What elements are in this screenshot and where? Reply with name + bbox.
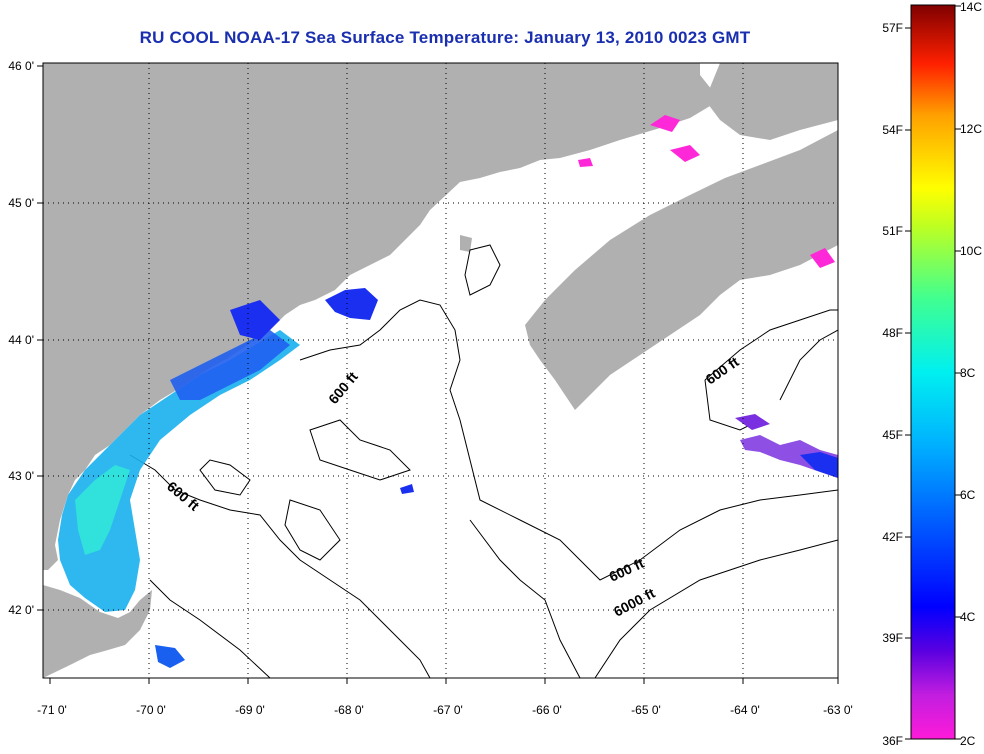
lon-label: -70 0' (136, 703, 166, 717)
lat-label: 44 0' (8, 333, 34, 347)
lon-label: -67 0' (433, 703, 463, 717)
lon-label: -63 0' (823, 703, 853, 717)
colorbar-f-label: 39F (882, 631, 903, 645)
colorbar-c-label: 8C (960, 366, 976, 380)
colorbar-f-label: 54F (882, 123, 903, 137)
lon-label: -65 0' (631, 703, 661, 717)
colorbar-c-label: 2C (960, 734, 976, 748)
map-title: RU COOL NOAA-17 Sea Surface Temperature:… (139, 28, 751, 47)
colorbar-f-label: 51F (882, 224, 903, 238)
bathymetry-contours (129, 244, 838, 678)
colorbar-c-label: 4C (960, 610, 976, 624)
colorbar-f-label: 48F (882, 326, 903, 340)
colorbar-c-label: 12C (960, 122, 982, 136)
colorbar-c-label: 6C (960, 488, 976, 502)
colorbar-f-label: 45F (882, 428, 903, 442)
lat-label: 42 0' (8, 603, 34, 617)
lon-label: -66 0' (532, 703, 562, 717)
colorbar-f-label: 57F (882, 21, 903, 35)
lat-label: 46 0' (8, 59, 34, 73)
land-cape-breton (705, 63, 838, 140)
sst-swaths (58, 115, 838, 668)
colorbar-c-label: 14C (960, 0, 982, 14)
land-grand-manan (460, 235, 472, 252)
colorbar-c-label: 10C (960, 244, 982, 258)
lon-label: -68 0' (334, 703, 364, 717)
lat-label: 45 0' (8, 196, 34, 210)
lat-label: 43 0' (8, 469, 34, 483)
colorbar-f-label: 42F (882, 530, 903, 544)
land-new-england (43, 63, 720, 570)
axis-ticks (37, 65, 839, 684)
lon-label: -64 0' (730, 703, 760, 717)
lon-label: -71 0' (37, 703, 67, 717)
colorbar-f-label: 36F (882, 734, 903, 748)
land-cape-cod (43, 585, 152, 678)
lon-label: -69 0' (235, 703, 265, 717)
colorbar (905, 4, 961, 740)
